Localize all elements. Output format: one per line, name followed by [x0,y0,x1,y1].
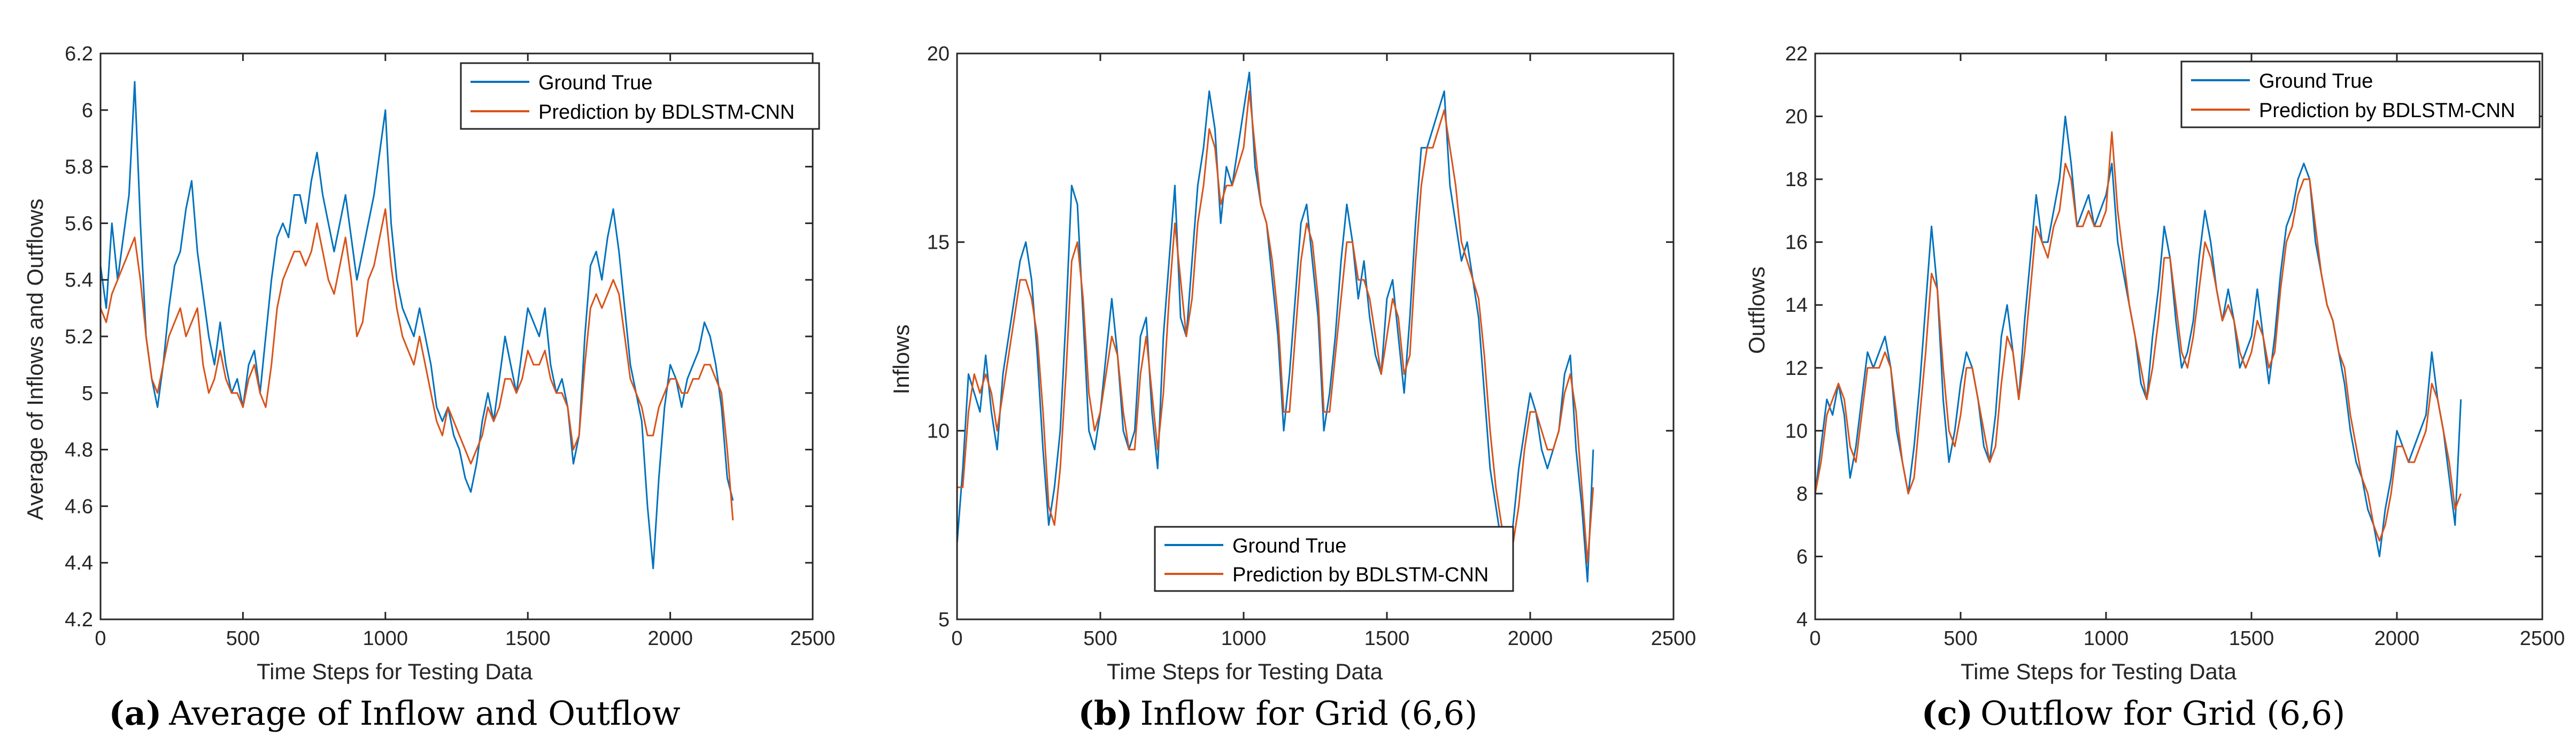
series-line-prediction-b [957,90,1594,564]
plot-background-b [957,53,1673,619]
series-line-ground-true-c [1814,116,2462,557]
legend-label-prediction-b: Prediction by BDLSTM-CNN [1232,564,1488,586]
y-tick-label-a: 5.4 [65,269,93,291]
plot-area-b: 0 500 1000 1500 2000 2500 5 10 15 20 [927,43,1696,650]
x-tick-label-c: 2000 [2374,627,2420,650]
y-tick-label-c: 22 [1785,43,1808,65]
x-tick-label-b: 2000 [1508,627,1553,650]
series-line-prediction-a [99,208,734,521]
y-tick-label-a: 5.2 [65,326,93,348]
caption-letter-b: (b) [1078,694,1133,733]
caption-text-c: Outflow for Grid (6,6) [1980,694,2345,733]
panel-a: 0 500 1000 1500 2000 2500 4.2 4.4 4.6 4.8 5 5.2 5.4 5… [22,43,835,733]
y-tick-label-a: 5 [82,382,93,405]
panel-c: 0 500 1000 1500 2000 2500 4 6 8 10 12 14 16 18 20 22 Ti… [1744,43,2565,733]
x-tick-label-b: 2500 [1651,627,1696,650]
x-tick-label-c: 0 [1809,627,1821,650]
caption-letter-c: (c) [1922,694,1973,733]
y-tick-label-b: 20 [927,43,950,65]
legend-b: Ground True Prediction by BDLSTM-CNN [1154,526,1514,592]
x-tick-label-c: 1000 [2084,627,2129,650]
series-line-prediction-c [1814,131,2462,542]
y-tick-label-c: 12 [1785,357,1808,380]
y-tick-label-c: 16 [1785,232,1808,254]
panel-b: 0 500 1000 1500 2000 2500 5 10 15 20 Time Steps f… [889,43,1696,733]
caption-letter-a: (a) [109,694,161,733]
y-tick-label-c: 14 [1785,294,1808,317]
y-tick-label-a: 6 [82,99,93,122]
ylabel-c: Outflows [1744,266,1769,354]
caption-text-a: Average of Inflow and Outflow [168,694,680,733]
legend-a: Ground True Prediction by BDLSTM-CNN [460,62,820,130]
legend-c: Ground True Prediction by BDLSTM-CNN [2180,60,2541,128]
legend-label-prediction-a: Prediction by BDLSTM-CNN [538,101,795,124]
y-tick-label-a: 6.2 [65,43,93,65]
ylabel-a: Average of Inflows and Outflows [22,198,48,520]
y-tick-label-a: 5.8 [65,156,93,179]
legend-label-ground-true-b: Ground True [1232,535,1346,557]
x-tick-label-a: 1500 [505,627,551,650]
axes-frame-c [1814,52,2543,620]
x-tick-label-c: 2500 [2520,627,2565,650]
caption-b: (b) Inflow for Grid (6,6) [1078,694,1478,733]
x-tick-label-b: 1000 [1221,627,1267,650]
plot-area-a: 0 500 1000 1500 2000 2500 4.2 4.4 4.6 4.8 5 5.2 5.4 5… [65,43,835,650]
x-tick-label-a: 500 [226,627,260,650]
legend-label-prediction-c: Prediction by BDLSTM-CNN [2259,99,2515,122]
series-line-ground-true-a [99,81,734,570]
y-tick-label-c: 6 [1796,546,1808,568]
x-tick-label-c: 500 [1943,627,1977,650]
y-tick-label-a: 5.6 [65,212,93,235]
legend-label-ground-true-c: Ground True [2259,70,2373,93]
y-tick-label-b: 10 [927,420,950,442]
y-tick-label-a: 4.4 [65,552,93,574]
x-tick-label-c: 1500 [2229,627,2274,650]
xlabel-a: Time Steps for Testing Data [257,659,533,684]
y-tick-label-c: 4 [1796,609,1808,631]
legend-label-ground-true-a: Ground True [538,72,652,94]
xlabel-b: Time Steps for Testing Data [1107,659,1383,684]
axes-frame-b [956,52,1675,620]
y-tick-label-c: 8 [1796,483,1808,505]
series-line-ground-true-b [956,71,1594,582]
plot-area-c: 0 500 1000 1500 2000 2500 4 6 8 10 12 14 16 18 20 22 [1785,43,2565,650]
y-tick-label-b: 5 [938,609,950,631]
x-tick-label-a: 0 [95,627,106,650]
plot-background-a [101,53,813,619]
x-tick-label-a: 1000 [363,627,408,650]
legend-box-b [1154,526,1514,592]
y-tick-label-c: 20 [1785,106,1808,128]
y-tick-label-a: 4.6 [65,495,93,518]
x-tick-label-a: 2000 [647,627,693,650]
y-tick-label-a: 4.2 [65,609,93,631]
caption-a: (a) Average of Inflow and Outflow [109,694,680,733]
y-tick-label-a: 4.8 [65,439,93,462]
legend-box-c [2180,60,2541,128]
y-tick-label-b: 15 [927,232,950,254]
ylabel-b: Inflows [889,325,914,395]
x-tick-label-b: 1500 [1364,627,1410,650]
y-tick-label-c: 10 [1785,420,1808,442]
plot-background-c [1815,53,2542,619]
x-tick-label-b: 0 [951,627,962,650]
y-tick-label-c: 18 [1785,168,1808,191]
legend-box-a [460,62,820,130]
x-tick-label-b: 500 [1083,627,1117,650]
xlabel-c: Time Steps for Testing Data [1961,659,2237,684]
x-tick-label-a: 2500 [790,627,836,650]
caption-text-b: Inflow for Grid (6,6) [1140,694,1478,733]
caption-c: (c) Outflow for Grid (6,6) [1922,694,2346,733]
